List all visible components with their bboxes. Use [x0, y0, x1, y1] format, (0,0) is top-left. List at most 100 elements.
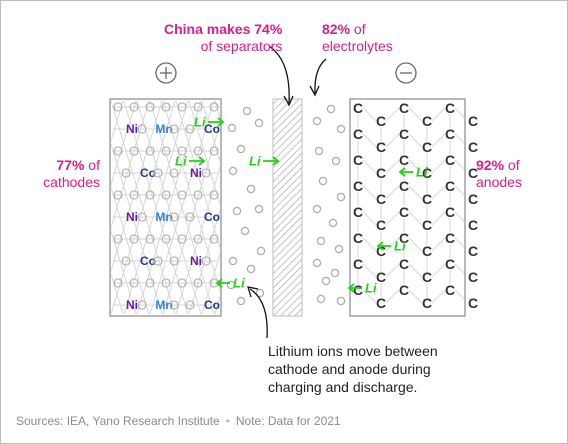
cathode-bond	[123, 100, 189, 315]
electrolyte-ion	[236, 144, 246, 154]
atom-oxygen: O	[201, 166, 211, 181]
cathodes-label: cathodes	[43, 174, 100, 190]
atom-carbon: C	[422, 295, 432, 311]
atom-carbon: C	[445, 152, 455, 168]
atom-oxygen: O	[161, 188, 171, 203]
atom-carbon: C	[353, 126, 363, 142]
carbon-bond	[385, 263, 400, 278]
electrolyte-ion	[331, 156, 341, 166]
atom-oxygen: O	[129, 276, 139, 291]
atom-oxygen: O	[193, 100, 203, 115]
atom-oxygen: O	[209, 144, 219, 159]
electrolyte-ions	[226, 104, 346, 306]
ion-direction-arrowhead	[272, 156, 280, 166]
positive-terminal	[155, 62, 177, 84]
electrolyte-ion	[236, 296, 246, 306]
atom-carbon: C	[353, 100, 363, 116]
atom-oxygen: O	[113, 188, 123, 203]
atom-carbon: C	[353, 256, 363, 272]
footer-sources: Sources: IEA, Yano Research Institute • No…	[16, 414, 341, 428]
lithium-symbol: Li	[194, 115, 206, 130]
cathode-bond	[111, 100, 137, 186]
lithium-symbol: Li	[233, 276, 245, 291]
carbon-bond	[454, 237, 464, 248]
cathode-bond	[111, 272, 124, 315]
atom-oxygen: O	[193, 188, 203, 203]
atom-carbon: C	[445, 100, 455, 116]
atom-carbon: C	[422, 217, 432, 233]
atom-manganese: Mn	[155, 210, 172, 224]
carbon-bond	[362, 211, 377, 226]
atom-carbon: C	[399, 178, 409, 194]
cathode-bond	[201, 100, 220, 163]
atom-carbon: C	[422, 139, 432, 155]
atom-nickel: Ni	[190, 254, 202, 268]
carbon-bond	[454, 289, 464, 300]
atom-oxygen: O	[209, 232, 219, 247]
data-note: Note: Data for 2021	[235, 414, 341, 428]
ion-direction-arrowhead	[376, 241, 384, 251]
cathode-bond	[214, 100, 220, 120]
atom-carbon: C	[353, 204, 363, 220]
atom-oxygen: O	[121, 166, 131, 181]
anode-box	[349, 98, 466, 317]
electrolyte-leader-arrow	[309, 58, 327, 97]
electrolytes-share: 82%	[322, 21, 351, 37]
carbon-bond	[431, 185, 446, 200]
electrolyte-ion	[312, 258, 322, 268]
lithium-symbol: Li	[365, 281, 377, 296]
atom-oxygen: O	[113, 144, 123, 159]
atom-oxygen: O	[153, 166, 163, 181]
atom-carbon: C	[376, 243, 386, 259]
carbon-bond	[454, 159, 464, 170]
atom-carbon: C	[468, 113, 478, 129]
cathode-bond	[149, 100, 215, 315]
atom-oxygen: O	[113, 276, 123, 291]
carbon-bond	[408, 289, 423, 304]
atom-nickel: Ni	[126, 122, 138, 136]
atom-oxygen: O	[113, 232, 123, 247]
lithium-ion: Li	[347, 281, 377, 296]
separator	[272, 98, 303, 317]
carbon-bond	[408, 133, 423, 148]
atom-oxygen: O	[161, 100, 171, 115]
atom-oxygen: O	[209, 100, 219, 115]
electrolyte-ion	[336, 124, 346, 134]
cathode-bond	[7, 101, 71, 314]
atom-oxygen: O	[113, 100, 123, 115]
atom-carbon: C	[353, 152, 363, 168]
atom-carbon: C	[445, 126, 455, 142]
carbon-bond	[408, 263, 423, 278]
electrolyte-ion	[336, 296, 346, 306]
cathode-bond	[111, 100, 124, 143]
electrolyte-ion	[242, 106, 252, 116]
atom-oxygen: O	[193, 276, 203, 291]
electrolyte-ion	[316, 236, 326, 246]
electrolyte-ion	[318, 176, 328, 186]
atom-oxygen: O	[161, 232, 171, 247]
atom-carbon: C	[422, 269, 432, 285]
atom-oxygen: O	[137, 210, 147, 225]
electrolytes-label: electrolytes	[322, 38, 393, 54]
cathode-bond	[33, 101, 97, 314]
carbon-bond	[431, 237, 446, 252]
atom-oxygen: O	[185, 122, 195, 137]
atom-carbon: C	[376, 269, 386, 285]
electrolyte-ion	[232, 206, 242, 216]
lithium-symbol: Li	[249, 154, 261, 169]
carbon-bond	[385, 211, 400, 226]
electrolyte-ion	[312, 204, 322, 214]
atom-carbon: C	[445, 282, 455, 298]
carbon-bond	[385, 159, 400, 174]
atom-oxygen: O	[137, 122, 147, 137]
carbon-bond	[385, 133, 400, 148]
carbon-bond	[431, 107, 446, 122]
electrolyte-ion	[246, 184, 256, 194]
sources-text: Sources: IEA, Yano Research Institute	[16, 414, 220, 428]
electrolyte-ion	[326, 104, 336, 114]
cathode-bond	[111, 100, 150, 230]
carbon-bond	[408, 159, 423, 174]
